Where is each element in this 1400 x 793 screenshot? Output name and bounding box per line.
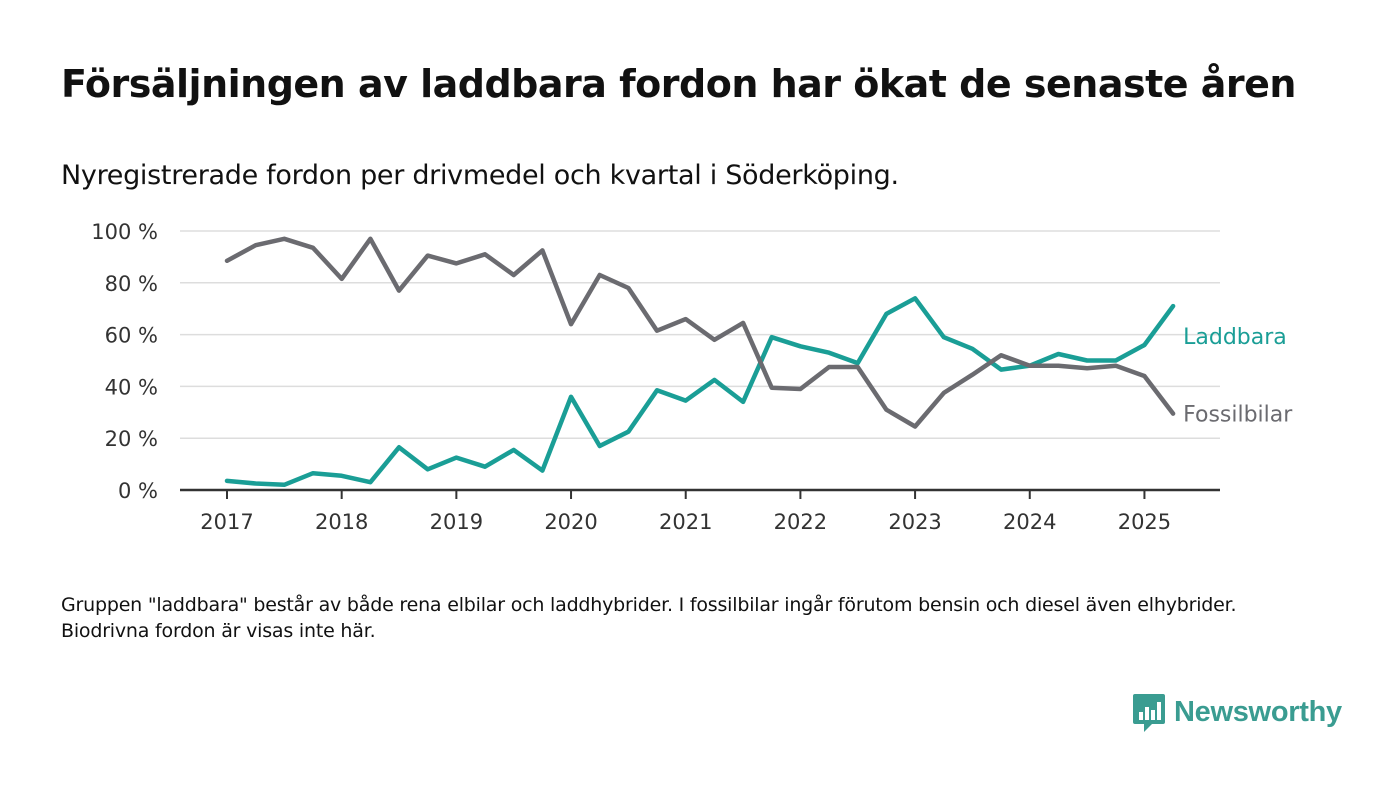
y-tick-label: 60 % bbox=[105, 324, 158, 348]
y-tick-label: 0 % bbox=[118, 479, 158, 503]
y-tick-label: 80 % bbox=[105, 272, 158, 296]
brand-logo: Newsworthy bbox=[1132, 690, 1342, 734]
y-tick-label: 20 % bbox=[105, 427, 158, 451]
brand-name: Newsworthy bbox=[1174, 695, 1342, 728]
y-tick-label: 40 % bbox=[105, 375, 158, 399]
line-chart: 0 % 20 % 40 % 60 % 80 % 100 % 2017 2018 2019 202… bbox=[91, 220, 1293, 534]
chart-subtitle: Nyregistrerade fordon per drivmedel och … bbox=[61, 160, 899, 191]
x-tick-label: 2017 bbox=[200, 510, 253, 534]
series-label-laddbara: Laddbara bbox=[1183, 325, 1287, 350]
x-tick-label: 2023 bbox=[888, 510, 941, 534]
gridlines bbox=[180, 230, 1220, 439]
series-line-fossilbilar bbox=[224, 236, 1176, 429]
x-tick-label: 2020 bbox=[544, 510, 597, 534]
x-tick-label: 2019 bbox=[430, 510, 483, 534]
series-label-fossilbilar: Fossilbilar bbox=[1183, 403, 1293, 428]
x-axis-tick-labels: 2017 2018 2019 2020 2021 2022 2023 2024 2025 bbox=[200, 510, 1171, 534]
x-tick-label: 2022 bbox=[774, 510, 827, 534]
x-tick-label: 2018 bbox=[315, 510, 368, 534]
x-tick-label: 2025 bbox=[1118, 510, 1171, 534]
y-tick-label: 100 % bbox=[91, 220, 158, 244]
series-labels: Laddbara Fossilbilar bbox=[1183, 325, 1293, 427]
chart-title: Försäljningen av laddbara fordon har öka… bbox=[61, 62, 1296, 106]
series-line-laddbara bbox=[224, 296, 1176, 488]
footnote: Gruppen "laddbara" består av både rena e… bbox=[61, 594, 1237, 642]
newsworthy-logo-icon bbox=[1133, 694, 1165, 732]
y-axis-tick-labels: 0 % 20 % 40 % 60 % 80 % 100 % bbox=[91, 220, 158, 503]
series-lines bbox=[224, 236, 1176, 488]
x-tick-label: 2021 bbox=[659, 510, 712, 534]
x-axis bbox=[180, 488, 1220, 499]
x-tick-label: 2024 bbox=[1003, 510, 1056, 534]
